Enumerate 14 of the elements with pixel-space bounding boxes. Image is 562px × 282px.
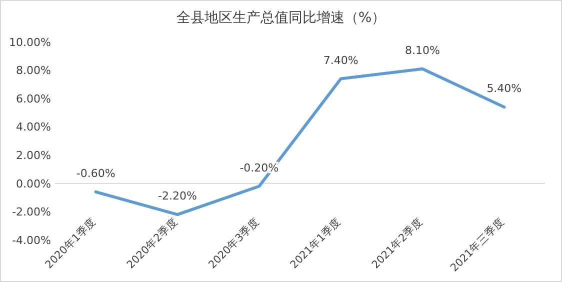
y-tick-label: 2.00% (16, 148, 51, 162)
y-tick-label: 4.00% (16, 120, 51, 134)
y-tick-label: 6.00% (16, 92, 51, 106)
y-tick-label: 0.00% (16, 177, 51, 190)
data-label: -2.20% (158, 190, 197, 203)
y-tick-label: -4.00% (12, 234, 51, 247)
y-tick-label: 8.00% (16, 64, 51, 78)
data-label: 5.40% (486, 82, 522, 96)
y-tick-label: 10.00% (9, 36, 51, 49)
chart-title: 全县地区生产总值同比增速（%） (176, 10, 386, 26)
data-label: 7.40% (323, 54, 358, 67)
y-tick-label: -2.00% (12, 206, 51, 219)
data-label: -0.60% (76, 166, 116, 180)
data-label: 8.10% (405, 44, 440, 57)
